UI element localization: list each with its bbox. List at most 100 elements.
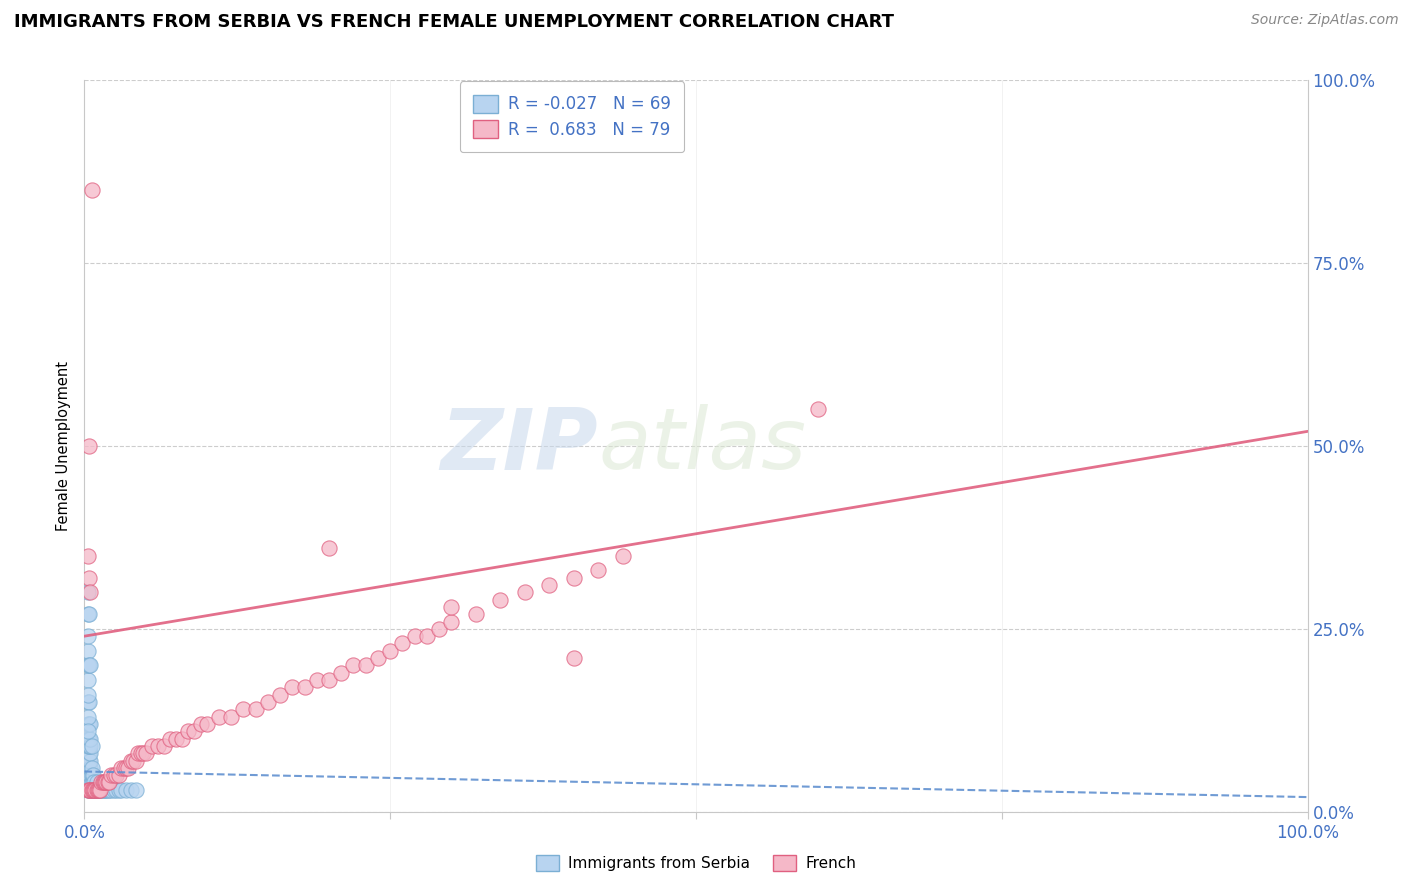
Point: [103, 782, 125, 797]
Point: [94, 782, 117, 797]
Point: [172, 731, 194, 746]
Point: [83, 775, 105, 789]
Text: atlas: atlas: [598, 404, 806, 488]
Point: [100, 768, 122, 782]
Point: [208, 709, 231, 723]
Point: [77, 782, 100, 797]
Point: [330, 665, 353, 680]
Point: [562, 571, 585, 585]
Point: [77, 709, 100, 723]
Point: [153, 739, 176, 753]
Point: [93, 782, 115, 797]
Point: [91, 775, 114, 789]
Point: [257, 695, 280, 709]
Point: [183, 724, 205, 739]
Point: [269, 688, 291, 702]
Point: [129, 746, 152, 760]
Point: [77, 731, 100, 746]
Point: [807, 402, 830, 417]
Point: [83, 782, 105, 797]
Point: [120, 754, 142, 768]
Point: [77, 782, 100, 797]
Point: [77, 731, 100, 746]
Point: [91, 782, 114, 797]
Point: [77, 607, 100, 622]
Point: [416, 629, 439, 643]
Point: [86, 775, 108, 789]
Point: [318, 541, 340, 556]
Point: [77, 439, 100, 453]
Point: [79, 585, 101, 599]
Point: [318, 673, 340, 687]
Point: [380, 644, 402, 658]
Point: [90, 782, 112, 797]
Point: [77, 775, 100, 789]
Point: [86, 782, 108, 797]
Point: [440, 599, 463, 614]
Point: [105, 782, 128, 797]
Point: [87, 782, 110, 797]
Point: [86, 782, 108, 797]
Point: [125, 782, 148, 797]
Point: [79, 739, 101, 753]
Point: [141, 739, 163, 753]
Point: [77, 754, 100, 768]
Point: [77, 746, 100, 760]
Point: [97, 775, 120, 789]
Point: [87, 782, 110, 797]
Point: [77, 629, 100, 643]
Point: [107, 782, 129, 797]
Point: [77, 768, 100, 782]
Point: [87, 782, 110, 797]
Point: [80, 761, 103, 775]
Point: [77, 739, 100, 753]
Point: [79, 782, 101, 797]
Point: [177, 724, 200, 739]
Point: [80, 183, 103, 197]
Point: [77, 549, 100, 563]
Point: [100, 782, 122, 797]
Point: [77, 761, 100, 775]
Point: [77, 739, 100, 753]
Point: [103, 768, 125, 782]
Point: [77, 644, 100, 658]
Point: [219, 709, 242, 723]
Point: [586, 563, 609, 577]
Point: [79, 754, 101, 768]
Point: [122, 754, 145, 768]
Point: [305, 673, 328, 687]
Point: [105, 768, 128, 782]
Point: [83, 782, 105, 797]
Point: [127, 746, 149, 760]
Point: [79, 768, 101, 782]
Point: [77, 607, 100, 622]
Point: [84, 782, 107, 797]
Point: [77, 673, 100, 687]
Point: [97, 782, 120, 797]
Point: [77, 688, 100, 702]
Point: [80, 782, 103, 797]
Point: [97, 775, 120, 789]
Point: [96, 782, 118, 797]
Point: [82, 782, 104, 797]
Point: [77, 585, 100, 599]
Point: [77, 768, 100, 782]
Y-axis label: Female Unemployment: Female Unemployment: [56, 361, 72, 531]
Point: [93, 775, 115, 789]
Point: [82, 768, 104, 782]
Point: [159, 731, 181, 746]
Point: [80, 775, 103, 789]
Point: [538, 578, 561, 592]
Point: [513, 585, 536, 599]
Point: [135, 746, 157, 760]
Point: [79, 775, 101, 789]
Point: [77, 724, 100, 739]
Point: [90, 775, 112, 789]
Point: [77, 782, 100, 797]
Point: [79, 658, 101, 673]
Point: [427, 622, 450, 636]
Point: [367, 651, 389, 665]
Point: [440, 615, 463, 629]
Point: [97, 782, 120, 797]
Point: [612, 549, 634, 563]
